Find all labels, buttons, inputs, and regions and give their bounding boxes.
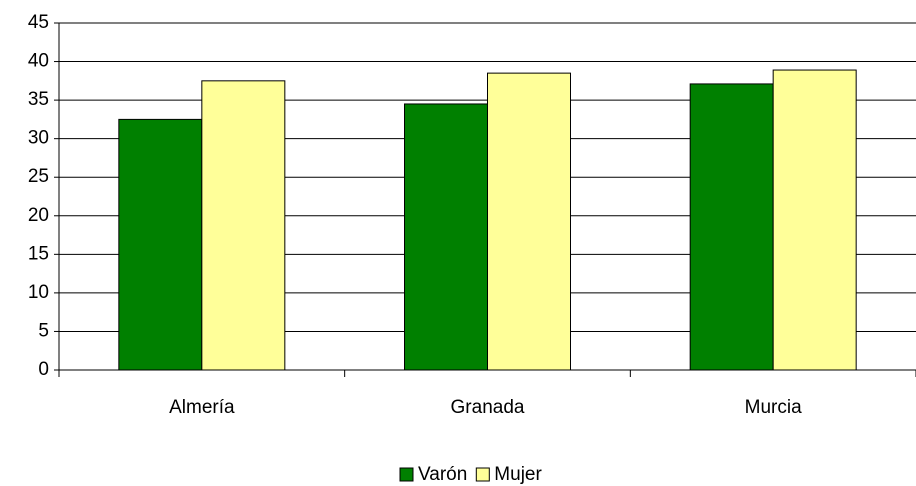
y-tick-label: 30 — [28, 128, 49, 149]
y-tick-label: 15 — [28, 243, 49, 264]
legend-swatch — [399, 467, 414, 482]
bar — [404, 103, 488, 371]
legend-label: Varón — [418, 464, 467, 485]
y-tick-label: 45 — [28, 12, 49, 33]
x-tick-label: Granada — [451, 397, 525, 418]
bar — [487, 72, 571, 371]
y-tick-label: 20 — [28, 205, 49, 226]
y-tick-label: 25 — [28, 166, 49, 187]
bar — [772, 69, 857, 371]
y-tick-label: 40 — [28, 51, 49, 72]
x-tick-label: Murcia — [745, 397, 802, 418]
y-tick-label: 35 — [28, 89, 49, 110]
legend-swatch — [475, 467, 490, 482]
bar — [118, 118, 203, 371]
y-tick-label: 0 — [38, 359, 49, 380]
legend-label: Mujer — [494, 464, 542, 485]
x-tick-label: Almería — [169, 397, 235, 418]
bar — [201, 80, 286, 371]
y-tick-label: 10 — [28, 282, 49, 303]
bar — [689, 83, 774, 371]
y-tick-label: 5 — [38, 320, 49, 341]
